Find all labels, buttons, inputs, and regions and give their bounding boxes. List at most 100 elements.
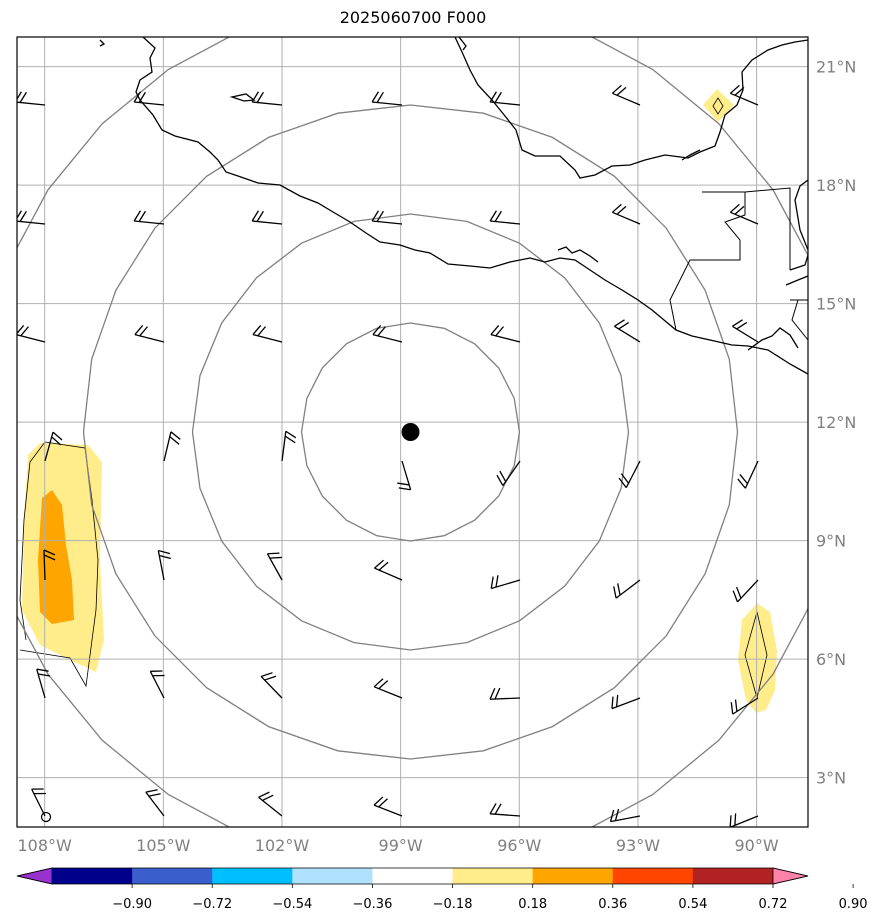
colorbar-segment	[612, 868, 694, 884]
wind-barb	[374, 559, 403, 581]
wind-barb	[489, 210, 521, 225]
coastline-pacific	[135, 37, 808, 375]
wind-barb	[490, 575, 521, 590]
lon-tick-label: 108°W	[18, 836, 73, 855]
wind-barb	[17, 210, 46, 225]
lon-tick-label: 99°W	[379, 836, 423, 855]
shaded-field-east-outer	[738, 603, 777, 713]
wind-barb	[489, 687, 521, 700]
colorbar-tick-label: −0.18	[433, 897, 473, 912]
wind-barb	[489, 803, 521, 817]
colorbar-tick-label: −0.90	[112, 897, 152, 912]
plot-frame	[16, 36, 809, 828]
wind-barb	[133, 91, 165, 106]
lat-tick-label: 3°N	[816, 769, 846, 788]
wind-barb	[44, 431, 63, 462]
colorbar-tick-label: −0.54	[272, 897, 312, 912]
lat-tick-label: 9°N	[816, 532, 846, 551]
wind-barb	[613, 579, 641, 599]
range-ring	[300, 322, 521, 542]
colorbar-segment	[692, 868, 774, 884]
wind-barb	[609, 808, 641, 823]
wind-barb	[31, 788, 46, 817]
range-ring	[191, 213, 630, 651]
colorbar-tick-label: 0.90	[839, 897, 868, 912]
storm-center-marker	[401, 423, 420, 441]
contour-north	[712, 97, 724, 115]
wind-barb	[489, 91, 521, 106]
country-borders	[669, 187, 808, 341]
wind-barb	[397, 460, 412, 491]
wind-barb	[145, 789, 165, 817]
coastline-island-small	[99, 39, 106, 47]
wind-barb	[496, 460, 521, 486]
colorbar-tick-label: 0.54	[678, 897, 707, 912]
wind-barb	[17, 91, 46, 106]
wind-barb	[281, 430, 297, 462]
wind-barb	[490, 324, 521, 343]
coastline-island	[229, 93, 256, 102]
border-mexico-guatemala	[669, 191, 746, 331]
wind-barb	[266, 552, 283, 581]
wind-barb	[732, 319, 759, 343]
range-rings	[17, 37, 808, 827]
wind-barb	[157, 549, 172, 581]
station-marker	[40, 811, 52, 823]
wind-barb	[134, 324, 165, 343]
shaded-field-north	[703, 89, 734, 122]
colorbar-segment	[452, 868, 534, 884]
colorbar-segment	[532, 868, 614, 884]
wind-barb	[43, 549, 56, 581]
wind-barb	[611, 203, 641, 225]
colorbar-tick-label: 0.72	[759, 897, 788, 912]
wind-barb	[729, 84, 759, 106]
shaded-field-west-inner	[38, 490, 74, 624]
wind-barb	[17, 324, 46, 343]
colorbar-segment	[212, 868, 293, 884]
wind-barb	[729, 203, 759, 225]
wind-barb	[371, 91, 403, 106]
wind-barb	[732, 579, 759, 603]
border-belize	[744, 187, 791, 270]
wind-barb	[614, 319, 641, 343]
lat-tick-label: 12°N	[816, 413, 856, 432]
wind-barb	[373, 796, 403, 817]
range-ring	[17, 37, 808, 827]
coastline-belize	[785, 254, 808, 286]
lon-tick-label: 90°W	[734, 836, 778, 855]
colorbar-extend-low	[16, 867, 53, 885]
lat-tick-label: 18°N	[816, 176, 856, 195]
shaded-field-west	[19, 441, 104, 688]
wind-barb	[163, 431, 181, 462]
wind-barb	[611, 84, 641, 106]
colorbar-segment	[372, 868, 454, 884]
colorbar-extend-high	[772, 867, 809, 885]
lon-tick-label: 102°W	[255, 836, 310, 855]
wind-barb	[133, 210, 165, 225]
colorbar-tick-label: 0.36	[598, 897, 627, 912]
wind-barb	[251, 210, 283, 225]
coastline-yucatan-east	[794, 179, 808, 251]
longitude-labels: 108°W 105°W 102°W 99°W 96°W 93°W 90°W	[18, 836, 779, 855]
lon-tick-label: 96°W	[497, 836, 541, 855]
wind-barb	[729, 813, 759, 827]
lon-tick-label: 105°W	[136, 836, 191, 855]
wind-barb	[730, 697, 759, 715]
colorbar-segment	[52, 868, 133, 884]
colorbar-segment	[292, 868, 373, 884]
colorbar-segment	[132, 868, 213, 884]
wind-barb	[36, 668, 51, 699]
range-ring	[82, 104, 739, 760]
latitude-labels: 21°N 18°N 15°N 12°N 9°N 6°N 3°N	[816, 58, 856, 788]
shaded-field-north-outer	[703, 89, 734, 122]
wind-barb	[252, 324, 283, 343]
wind-barb	[737, 460, 759, 489]
colorbar: −0.90 −0.72 −0.54 −0.36 −0.18 0.18 0.36 0.54 0.7…	[16, 867, 868, 912]
coastline-gulf	[454, 37, 808, 179]
wind-barb	[372, 324, 403, 343]
coastlines	[99, 37, 808, 375]
lat-tick-label: 6°N	[816, 650, 846, 669]
border-east	[790, 299, 808, 341]
wind-barb	[618, 460, 641, 489]
